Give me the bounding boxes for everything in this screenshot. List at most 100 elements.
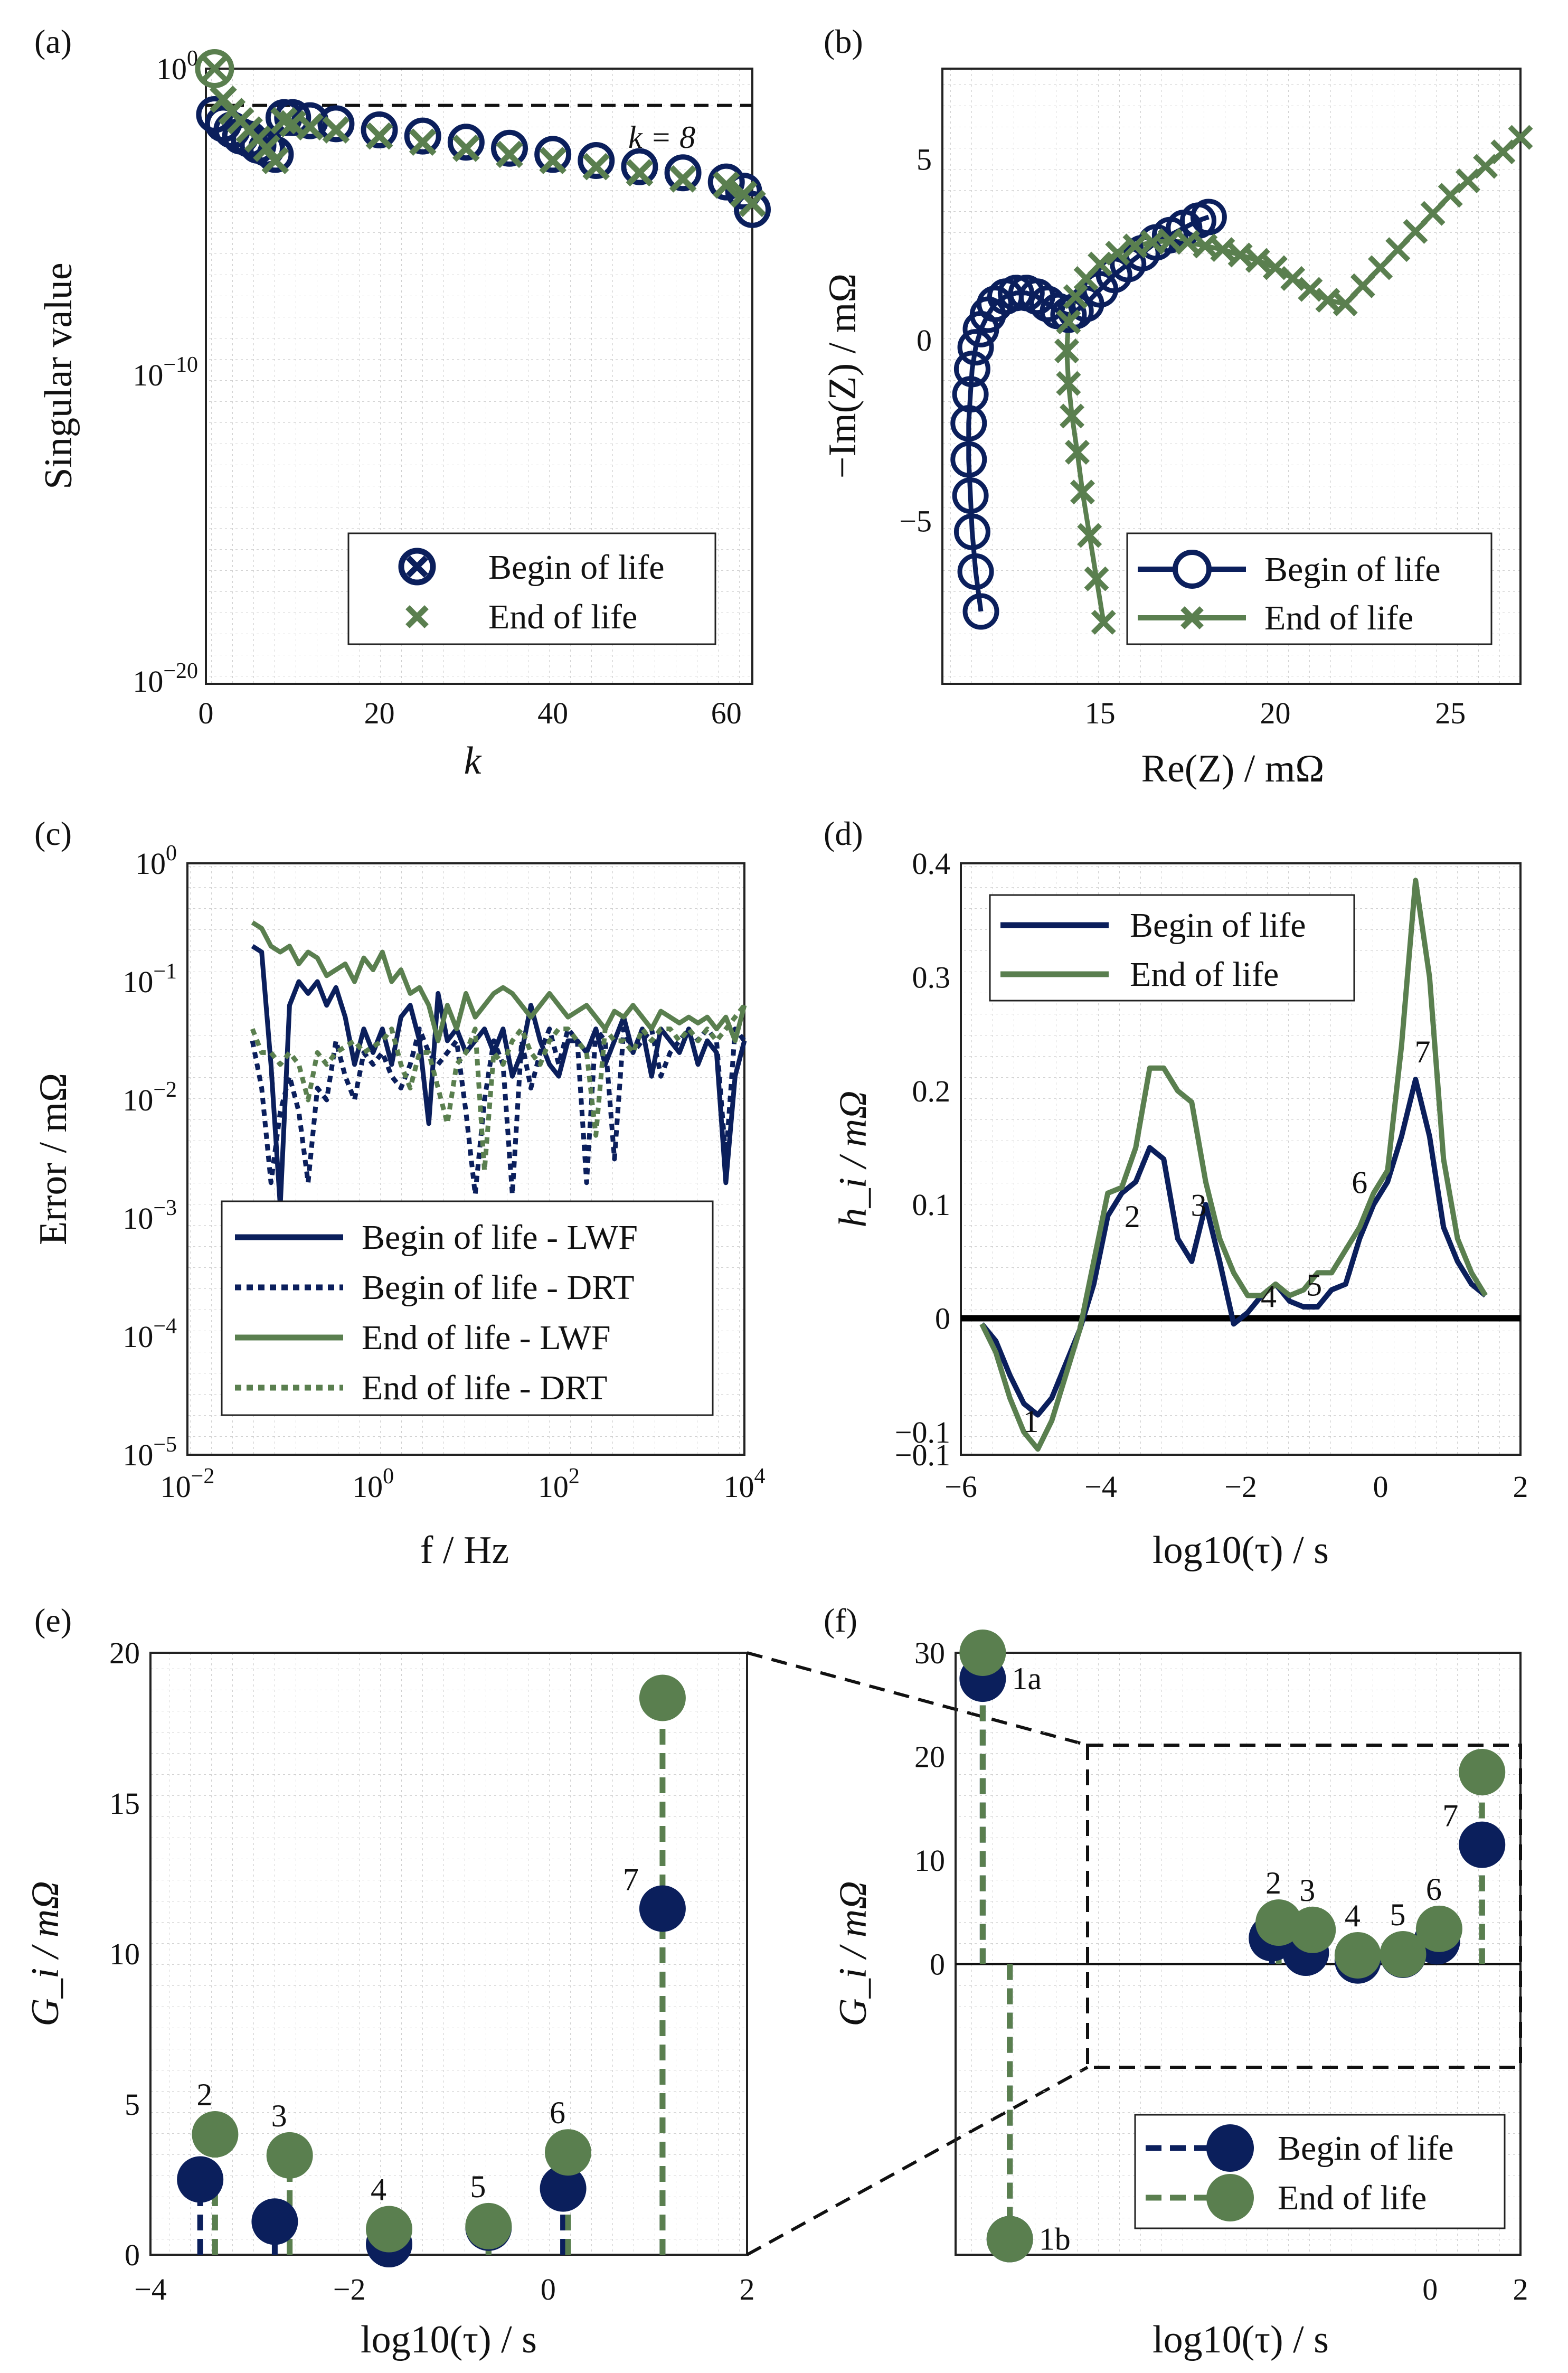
stem-label: 1a: [1012, 1661, 1042, 1696]
x-tick-label: 2: [740, 2272, 755, 2306]
panel-a-legend-bol: Begin of life: [488, 548, 665, 587]
panel-f-zoom-box: [1086, 1744, 1522, 2069]
eol-point: [1054, 338, 1080, 364]
y-tick-label: 10−10: [133, 353, 198, 392]
bol-point: [952, 477, 989, 514]
panel-a-ylabel: Singular value: [37, 262, 80, 489]
eol-point: [1193, 233, 1218, 259]
panel-c-marks: [250, 920, 747, 1209]
y-tick-label: 100: [135, 841, 177, 881]
panel-a-legend: Begin of life End of life: [347, 532, 716, 645]
panel-f-legend-eol: End of life: [1278, 2179, 1427, 2217]
panel-f-label: (f): [824, 1602, 857, 1639]
y-tick-label: 0.3: [912, 960, 951, 994]
eol-point: [1245, 248, 1270, 273]
panel-d-label: (d): [824, 815, 863, 852]
y-tick-label: 10−20: [133, 659, 198, 699]
panel-b-axes: [941, 68, 1522, 685]
y-tick-label: 20: [914, 1740, 945, 1774]
eol-point: [195, 49, 234, 88]
panel-f-xlabel: log10(τ) / s: [1153, 2318, 1329, 2361]
y-tick-label: 15: [109, 1786, 140, 1821]
y-tick-label: 10−5: [122, 1433, 177, 1472]
x-tick-label: −6: [944, 1470, 977, 1504]
eol-point: [1385, 237, 1411, 262]
x-tick-label: 15: [1085, 696, 1116, 730]
panel-f-legend-box: [1134, 2114, 1506, 2229]
bol-line: [979, 1077, 1487, 1418]
bol-point: [1190, 199, 1227, 236]
x-tick-label: 100: [352, 1464, 394, 1504]
panel-a-label: (a): [34, 23, 72, 60]
panel-b-ylabel: −Im(Z) / mΩ: [821, 274, 864, 479]
bol-stem-marker: [251, 2198, 298, 2245]
panel-b-xlabel: Re(Z) / mΩ: [1141, 747, 1325, 790]
peak-label: 6: [1352, 1165, 1367, 1200]
y-tick-label: 10−4: [122, 1314, 177, 1354]
eol-stem-marker: [366, 2206, 412, 2253]
y-tick-label: 0.2: [912, 1074, 951, 1108]
panel-e-label: (e): [34, 1602, 72, 1639]
eol-point: [1063, 284, 1088, 309]
panel-d-legend-bol: Begin of life: [1130, 906, 1306, 945]
eol-point: [1122, 233, 1148, 259]
y-tick-label: −0.1: [895, 1415, 950, 1449]
x-tick-label: −2: [333, 2272, 366, 2306]
x-tick-label: 25: [1435, 696, 1466, 730]
y-tick-label: 0.4: [912, 846, 951, 881]
panel-b: (b) 15 20 25 5 0 −5 Re(Z) / mΩ −Im(Z) / mΩ Be…: [821, 23, 1533, 790]
eol-point: [1105, 240, 1130, 266]
panel-d-ylabel: h_i / mΩ: [832, 1090, 875, 1227]
panel-d-axes: [960, 862, 1522, 1456]
peak-label: 7: [1415, 1034, 1431, 1069]
y-tick-label: 30: [914, 1636, 945, 1670]
y-tick-label: 0: [935, 1302, 950, 1336]
panel-d-legend-eol: End of life: [1130, 955, 1279, 994]
peak-label: 5: [1306, 1267, 1322, 1302]
legend-circle-x-icon: [398, 548, 436, 586]
x-tick-label: 0: [1422, 2272, 1438, 2306]
x-tick-label: −4: [134, 2272, 167, 2306]
x-tick-label: 20: [364, 696, 395, 730]
panel-c-xlabel: f / Hz: [420, 1529, 509, 1572]
y-tick-label: 5: [917, 142, 932, 176]
panel-f-legend: Begin of life End of life: [1134, 2114, 1506, 2229]
panel-d-xlabel: log10(τ) / s: [1153, 1529, 1329, 1572]
stem-label: 5: [1390, 1897, 1405, 1932]
legend-circle-icon: [1173, 550, 1212, 589]
bol-point: [953, 351, 990, 388]
x-tick-label: 0: [541, 2272, 556, 2306]
eol-stem-marker: [1459, 1749, 1506, 1796]
eol-stem-marker: [1289, 1906, 1336, 1953]
stem-label: 6: [550, 2095, 565, 2130]
panel-f-legend-bol: Begin of life: [1278, 2129, 1454, 2168]
panel-c-ylabel: Error / mΩ: [32, 1073, 75, 1245]
eol-point: [1084, 566, 1109, 591]
eol-point: [669, 165, 697, 193]
stem-label: 4: [371, 2172, 386, 2207]
bol-point: [950, 405, 987, 442]
y-tick-label: 20: [109, 1636, 140, 1670]
y-tick-label: 0: [917, 323, 932, 357]
panel-e-axes: [149, 1652, 748, 2256]
legend-circle-icon: [1206, 2174, 1254, 2221]
eol-point: [1210, 237, 1235, 262]
peak-label: 1: [1023, 1404, 1039, 1439]
panel-a-legend-eol: End of life: [488, 598, 637, 636]
panel-e-xlabel: log10(τ) / s: [361, 2318, 537, 2361]
panel-a-axes: [205, 68, 753, 685]
panel-c-ticks: 10−2 100 102 104 100 10−1 10−2 10−3 10−4 10−5: [122, 841, 765, 1504]
bol-point: [707, 163, 745, 201]
eol-point: [1262, 255, 1288, 280]
x-tick-label: 60: [711, 696, 742, 730]
bol-point: [734, 191, 771, 228]
panel-b-ticks: 15 20 25 5 0 −5: [899, 142, 1466, 730]
eol-point: [1070, 479, 1095, 505]
error-series-line: [251, 920, 747, 1043]
bol-point: [534, 136, 572, 173]
panel-d: (d) −6 −4 −2 0 2 0.4 0.3 0.2 0.1 0 −0.1−0.1 1 2 3 4 5 6…: [824, 815, 1528, 1572]
eol-point: [202, 56, 227, 81]
peak-label: 4: [1261, 1279, 1277, 1314]
eol-point: [1315, 288, 1340, 313]
bol-point: [957, 553, 994, 590]
